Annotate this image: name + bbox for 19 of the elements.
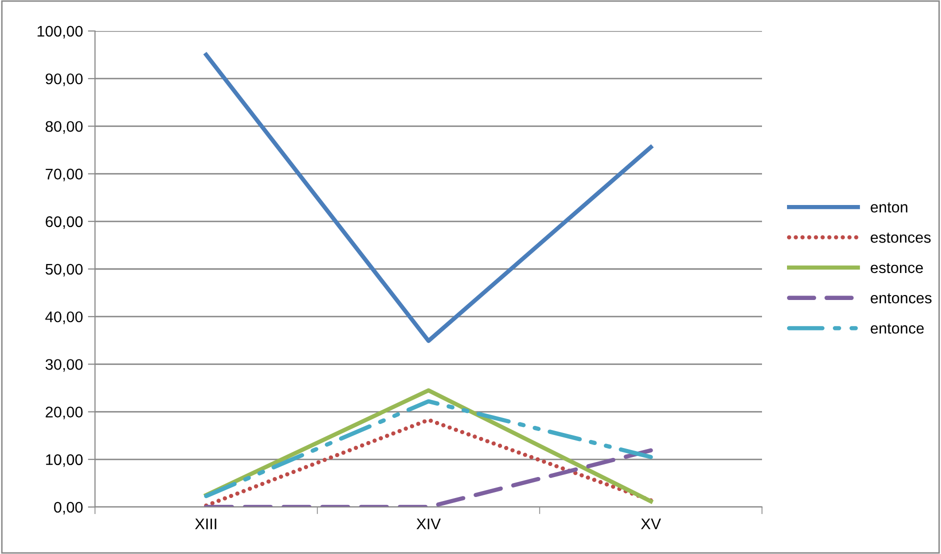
legend-label: estonces	[870, 232, 931, 243]
legend-label: enton	[870, 202, 908, 213]
legend-label: entonce	[870, 324, 924, 334]
y-tick-label: 60,00	[46, 216, 83, 229]
legend-label: entonces	[870, 293, 932, 304]
y-tick-label: 20,00	[46, 406, 83, 420]
legend-label: estonce	[870, 263, 923, 274]
y-tick-label: 30,00	[46, 359, 83, 372]
y-tick-label: 50,00	[46, 264, 83, 276]
y-tick-label: 40,00	[45, 311, 83, 324]
y-tick-label: 70,00	[46, 168, 83, 182]
y-tick-label: 90,00	[46, 73, 83, 86]
x-tick-label: XV	[640, 518, 661, 530]
y-tick-label: 0,00	[54, 502, 83, 514]
y-tick-label: 80,00	[46, 121, 83, 134]
y-tick-label: 100,00	[38, 26, 83, 38]
x-tick-label: XIV	[416, 518, 441, 530]
x-tick-label: XIII	[195, 518, 216, 530]
y-tick-label: 10,00	[46, 454, 83, 467]
